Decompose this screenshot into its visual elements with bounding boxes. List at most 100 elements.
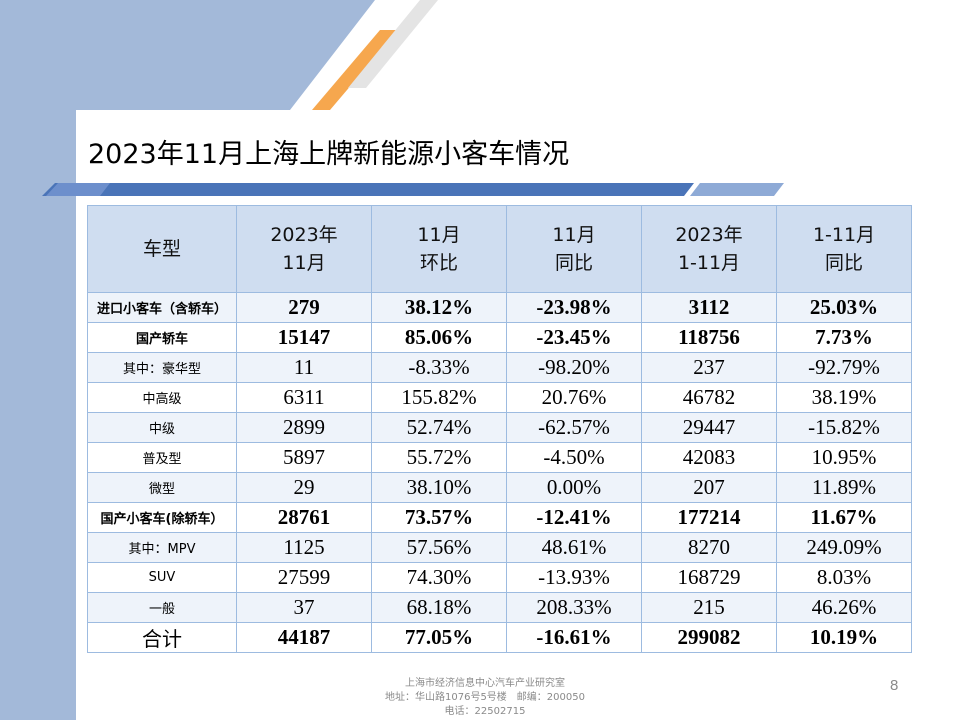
table-cell: 11 [236, 352, 372, 383]
table-cell: 2899 [236, 412, 372, 443]
table-cell: 38.12% [371, 292, 507, 323]
table-cell: 27599 [236, 562, 372, 593]
table-row: 合计 44187 77.05% -16.61% 299082 10.19% [87, 622, 912, 653]
row-label: 国产小客车(除轿车） [87, 502, 237, 533]
table-row: 微型 29 38.10% 0.00% 207 11.89% [87, 472, 912, 503]
column-header-line: 2023年 [270, 224, 338, 246]
table-cell: 8.03% [776, 562, 912, 593]
row-label: 其中：豪华型 [87, 352, 237, 383]
row-label: 合计 [87, 622, 237, 653]
orange-stripe [312, 30, 398, 110]
table-cell: 5897 [236, 442, 372, 473]
column-header-line: 同比 [554, 252, 593, 274]
footer-contact: 上海市经济信息中心汽车产业研究室 地址：华山路1076号5号楼 邮编：20005… [330, 677, 640, 719]
table-cell: 28761 [236, 502, 372, 533]
table-header-row: 车型 2023年 11月 11月 环比 11月 同比 2023年 1-11月 1-11月 同比 [87, 205, 912, 293]
table-cell: 37 [236, 592, 372, 623]
table-cell: -62.57% [506, 412, 642, 443]
table-cell: 52.74% [371, 412, 507, 443]
table-cell: 11.67% [776, 502, 912, 533]
table-cell: 208.33% [506, 592, 642, 623]
table-cell: 7.73% [776, 322, 912, 353]
table-cell: 15147 [236, 322, 372, 353]
table-cell: -16.61% [506, 622, 642, 653]
table-cell: -12.41% [506, 502, 642, 533]
column-header: 车型 [87, 205, 237, 293]
row-label: 普及型 [87, 442, 237, 473]
table-cell: 299082 [641, 622, 777, 653]
column-header: 11月同比 [506, 205, 642, 293]
table-cell: 20.76% [506, 382, 642, 413]
column-header: 2023年 1-11月 [641, 205, 777, 293]
table-cell: 46782 [641, 382, 777, 413]
table-cell: -92.79% [776, 352, 912, 383]
table-row: 其中：豪华型 11 -8.33% -98.20% 237 -92.79% [87, 352, 912, 383]
table-row: SUV 27599 74.30% -13.93% 168729 8.03% [87, 562, 912, 593]
table-cell: 42083 [641, 442, 777, 473]
title-rule-left [42, 183, 694, 196]
side-band [0, 0, 375, 720]
column-header-line: 同比 [824, 252, 863, 274]
grey-stripe [348, 0, 438, 88]
table-cell: 1125 [236, 532, 372, 563]
table-row: 中高级 6311 155.82% 20.76% 46782 38.19% [87, 382, 912, 413]
title-rule-highlight [46, 183, 110, 196]
column-header-line: 环比 [419, 252, 458, 274]
table-cell: 46.26% [776, 592, 912, 623]
table-cell: 215 [641, 592, 777, 623]
column-header: 11月环比 [371, 205, 507, 293]
table-cell: -4.50% [506, 442, 642, 473]
table-cell: 44187 [236, 622, 372, 653]
table-cell: 73.57% [371, 502, 507, 533]
row-label: 其中：MPV [87, 532, 237, 563]
table-cell: 207 [641, 472, 777, 503]
table-cell: 77.05% [371, 622, 507, 653]
table-cell: 29447 [641, 412, 777, 443]
table-cell: 57.56% [371, 532, 507, 563]
column-header-line: 11月 [282, 252, 326, 274]
column-header: 2023年 11月 [236, 205, 372, 293]
table-cell: 3112 [641, 292, 777, 323]
table-row: 国产小客车(除轿车） 28761 73.57% -12.41% 177214 11.67% [87, 502, 912, 533]
column-header-line: 车型 [142, 238, 181, 260]
row-label: SUV [87, 562, 237, 593]
table-cell: 6311 [236, 382, 372, 413]
column-header-line: 1-11月 [812, 224, 876, 246]
title-rule-right [690, 183, 784, 196]
table-cell: 155.82% [371, 382, 507, 413]
table-cell: 118756 [641, 322, 777, 353]
row-label: 一般 [87, 592, 237, 623]
table-row: 国产轿车 15147 85.06% -23.45% 118756 7.73% [87, 322, 912, 353]
row-label: 中级 [87, 412, 237, 443]
table-cell: -15.82% [776, 412, 912, 443]
footer-org: 上海市经济信息中心汽车产业研究室 [405, 678, 565, 689]
table-cell: 10.95% [776, 442, 912, 473]
table-row: 进口小客车（含轿车） 279 38.12% -23.98% 3112 25.03% [87, 292, 912, 323]
table-row: 一般 37 68.18% 208.33% 215 46.26% [87, 592, 912, 623]
table-row: 中级 2899 52.74% -62.57% 29447 -15.82% [87, 412, 912, 443]
table-row: 普及型 5897 55.72% -4.50% 42083 10.95% [87, 442, 912, 473]
table-cell: 55.72% [371, 442, 507, 473]
table-cell: -23.45% [506, 322, 642, 353]
page-number: 8 [890, 677, 899, 694]
table-body: 进口小客车（含轿车） 279 38.12% -23.98% 3112 25.03% 国产轿车… [87, 292, 912, 653]
column-header-line: 2023年 [675, 224, 743, 246]
column-header-line: 11月 [552, 224, 596, 246]
nev-registration-table: 车型 2023年 11月 11月 环比 11月 同比 2023年 1-11月 1-11月 同比 进口… [87, 205, 912, 653]
row-label: 中高级 [87, 382, 237, 413]
column-header-line: 11月 [417, 224, 461, 246]
table-cell: 11.89% [776, 472, 912, 503]
table-cell: 74.30% [371, 562, 507, 593]
row-label: 国产轿车 [87, 322, 237, 353]
table-cell: -23.98% [506, 292, 642, 323]
row-label: 进口小客车（含轿车） [87, 292, 237, 323]
table-cell: 168729 [641, 562, 777, 593]
table-cell: 8270 [641, 532, 777, 563]
table-cell: -8.33% [371, 352, 507, 383]
table-cell: 29 [236, 472, 372, 503]
table-cell: 237 [641, 352, 777, 383]
table-cell: -98.20% [506, 352, 642, 383]
table-cell: 48.61% [506, 532, 642, 563]
footer-phone: 电话：22502715 [444, 706, 526, 717]
